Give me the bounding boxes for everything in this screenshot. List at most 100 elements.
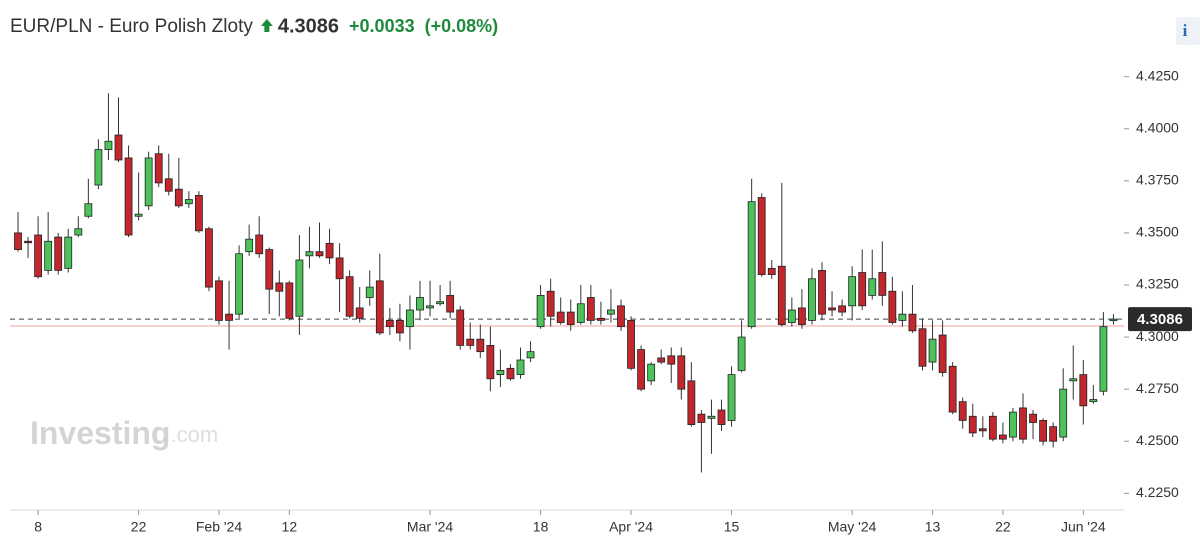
candle-body: [1089, 399, 1098, 403]
candle-body: [496, 370, 505, 375]
candle-body: [295, 259, 304, 317]
candle-body: [687, 380, 696, 425]
candle-body: [456, 309, 465, 346]
info-button-bg[interactable]: [1176, 17, 1200, 45]
candle-body: [767, 267, 776, 275]
watermark-brand: Investing: [30, 415, 170, 451]
candle-body: [365, 286, 374, 298]
candle-body: [34, 234, 42, 278]
candle-body: [325, 242, 334, 259]
candle-body: [215, 280, 223, 321]
candle-body: [747, 201, 756, 328]
info-icon[interactable]: i: [1183, 21, 1188, 40]
candle-body: [184, 199, 193, 205]
y-tick-label: 4.2500: [1136, 432, 1179, 448]
candle-body: [546, 290, 555, 317]
y-tick-label: 4.3250: [1136, 276, 1179, 292]
candle-body: [406, 309, 414, 328]
watermark: Investing.com: [30, 415, 218, 451]
candle-body: [818, 270, 826, 315]
candle-body: [506, 367, 515, 380]
header: EUR/PLN - Euro Polish Zloty 4.3086 +0.00…: [10, 15, 498, 37]
y-tick-label: 4.2250: [1136, 484, 1179, 500]
candle-body: [1099, 326, 1108, 392]
candle-body: [84, 203, 93, 217]
y-tick-label: 4.3000: [1136, 328, 1179, 344]
last-price: 4.3086: [278, 15, 339, 37]
y-tick-label: 4.2750: [1136, 380, 1179, 396]
candle-body: [757, 197, 766, 275]
candle-body: [194, 195, 203, 232]
candle-body: [938, 334, 947, 373]
candle-body: [536, 295, 545, 328]
candle-body: [1029, 413, 1037, 423]
candle-body: [627, 320, 635, 369]
candle-body: [1109, 318, 1118, 322]
info-button[interactable]: i: [1176, 17, 1200, 45]
candle-body: [988, 415, 997, 440]
candle-body: [64, 236, 73, 269]
candle-body: [1079, 374, 1088, 407]
candle-body: [586, 297, 595, 321]
candle-body: [355, 307, 364, 319]
candle-body: [667, 355, 676, 365]
candle-body: [999, 434, 1007, 440]
candle-body: [24, 240, 32, 244]
candle-body: [526, 351, 535, 359]
candle-body: [566, 311, 575, 325]
candle-body: [516, 359, 525, 375]
plot: 4.2250 4.2500 4.2750 4.3000 4.3250 4.3500 4.37…: [10, 67, 1179, 535]
candle-body: [787, 309, 796, 323]
candle-body: [225, 313, 233, 321]
candle-body: [1019, 407, 1027, 440]
candle-body: [375, 280, 384, 334]
candle-body: [717, 409, 726, 425]
last-price-label: 4.3086: [1137, 311, 1183, 328]
candle-body: [848, 276, 857, 307]
candle-body: [144, 157, 153, 207]
x-tick-label: 15: [724, 519, 740, 535]
candle-body: [436, 301, 445, 305]
y-tick-label: 4.3750: [1136, 172, 1179, 188]
candle-body: [677, 355, 686, 390]
candle-body: [44, 240, 53, 271]
candle-body: [235, 253, 244, 315]
candle-body: [14, 232, 22, 250]
candle-body: [1049, 426, 1058, 442]
candle-body: [104, 140, 113, 150]
candle-body: [727, 374, 736, 421]
candle-body: [948, 365, 957, 413]
candle-body: [888, 290, 897, 323]
candle-body: [395, 320, 404, 334]
candle-body: [335, 257, 344, 280]
candle-body: [124, 157, 133, 236]
candle-body: [1069, 378, 1078, 382]
candle-body: [54, 236, 63, 271]
chart-title: EUR/PLN - Euro Polish Zloty: [10, 16, 253, 37]
candle-body: [657, 357, 666, 363]
candle-body: [94, 149, 103, 186]
candle-body: [114, 134, 123, 161]
candle-body: [174, 188, 183, 207]
candle-body: [607, 309, 615, 315]
candle-body: [416, 297, 424, 311]
candle-body: [476, 338, 485, 353]
candle-body: [868, 278, 877, 296]
candle-body: [707, 415, 716, 419]
x-tick-label: Feb '24: [196, 519, 242, 535]
x-tick-label: 12: [282, 519, 298, 535]
candle-body: [305, 251, 314, 257]
candle-body: [958, 401, 967, 421]
x-tick-label: Jun '24: [1061, 519, 1106, 535]
candle-body: [908, 313, 917, 332]
watermark-suffix: .com: [170, 422, 218, 447]
candle-body: [918, 328, 927, 367]
y-tick-label: 4.4250: [1136, 67, 1179, 83]
candle-body: [255, 234, 264, 255]
candle-body: [597, 317, 605, 321]
candle-body: [647, 363, 656, 382]
price-change: +0.0033: [349, 16, 415, 36]
candle-body: [1039, 420, 1047, 442]
x-tick-label: 8: [34, 519, 42, 535]
